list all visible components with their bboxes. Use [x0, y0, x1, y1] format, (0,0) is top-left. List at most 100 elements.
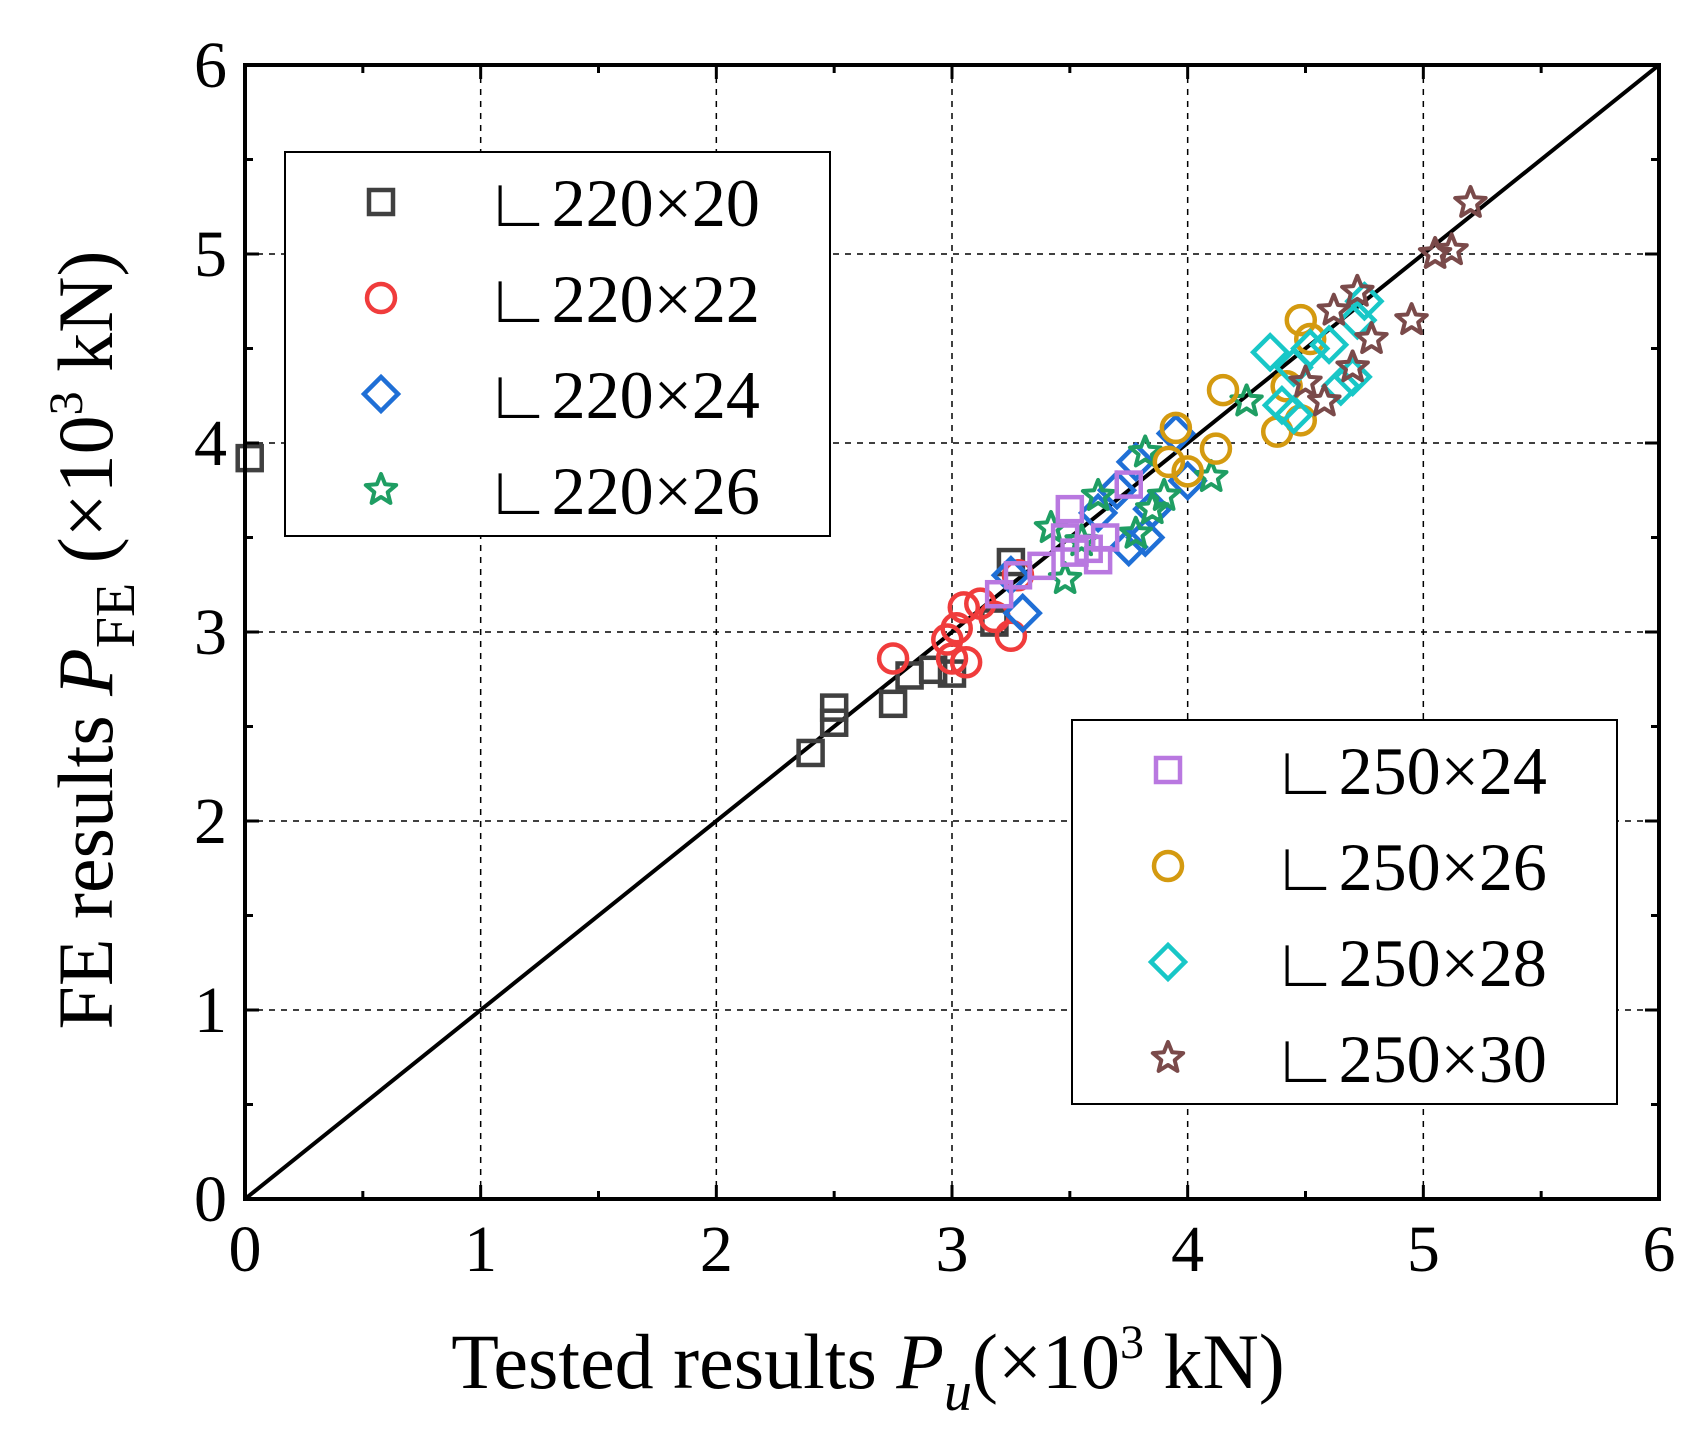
legend-label: ∟220×22 — [485, 261, 760, 337]
data-point-star — [1307, 383, 1342, 417]
data-point-circle — [1152, 445, 1186, 479]
legend-label: ∟250×28 — [1272, 925, 1547, 1001]
y-tick-label: 0 — [194, 1163, 227, 1236]
legend-marker-star — [363, 472, 399, 505]
series-7 — [1249, 281, 1385, 435]
data-point-diamond — [1320, 366, 1362, 407]
data-point-square — [984, 579, 1014, 609]
y-axis-label-var: P — [42, 648, 129, 697]
data-point-star — [1354, 321, 1389, 354]
y-axis-label: FE results PFE (×103 kN) — [40, 251, 147, 1030]
data-point-circle — [1284, 303, 1318, 337]
data-point-diamond — [1273, 394, 1314, 435]
x-tick-label: 3 — [936, 1213, 969, 1286]
data-point-square — [819, 693, 849, 722]
ticks-layer: 0 1 2 3 4 5 6 0 1 2 3 4 5 6 — [194, 29, 1676, 1286]
data-point-circle — [1199, 432, 1233, 465]
data-point-star — [1340, 273, 1375, 307]
data-point-circle — [876, 642, 910, 675]
legend-bottom-right: ∟250×24 ∟250×26 ∟250×28 ∟250×30 — [1071, 719, 1618, 1105]
y-tick-label: 6 — [194, 29, 227, 102]
series-4 — [1033, 383, 1264, 594]
data-point-square — [1055, 494, 1085, 524]
legend-top-left: ∟220×20 ∟220×22 ∟220×24 ∟220×26 — [284, 151, 831, 537]
data-point-star — [1080, 477, 1116, 511]
legend-label: ∟220×26 — [485, 453, 760, 529]
y-tick-label: 2 — [194, 785, 227, 858]
data-point-circle — [940, 611, 973, 645]
data-point-diamond — [1077, 492, 1119, 534]
x-axis-label-exp: 3 — [1120, 1316, 1144, 1369]
data-point-circle — [1171, 455, 1204, 488]
x-tick-label: 5 — [1407, 1213, 1440, 1286]
y-axis-label-exp: 3 — [40, 391, 93, 415]
data-point-star — [1128, 434, 1163, 468]
legend-marker-circle — [1151, 849, 1185, 883]
data-points-layer — [235, 185, 1488, 768]
legend-marker-circle — [364, 281, 398, 315]
data-point-circle — [935, 642, 969, 675]
data-point-star — [1146, 477, 1182, 511]
data-point-star — [1394, 302, 1429, 336]
data-point-diamond — [1096, 470, 1138, 511]
data-point-square — [878, 689, 908, 719]
data-point-diamond — [1290, 328, 1331, 369]
y-axis-label-text: FE results — [42, 696, 129, 1030]
y-tick-label: 5 — [194, 218, 227, 291]
data-point-star — [1316, 292, 1351, 326]
data-point-square — [1114, 470, 1143, 499]
data-point-star — [1118, 515, 1153, 549]
data-point-diamond — [1344, 281, 1385, 322]
data-point-circle — [1270, 370, 1303, 403]
x-tick-label: 1 — [464, 1213, 497, 1286]
data-point-square — [796, 738, 825, 768]
legend-label: ∟220×24 — [485, 357, 760, 433]
x-tick-label: 0 — [229, 1213, 262, 1286]
data-point-star — [1335, 349, 1370, 383]
data-point-star — [1288, 364, 1323, 398]
data-point-circle — [949, 645, 983, 679]
legend-label: ∟250×30 — [1272, 1021, 1547, 1097]
x-axis-label-sub: u — [944, 1361, 972, 1423]
x-axis-label-var: P — [895, 1318, 944, 1405]
y-tick-label: 4 — [194, 407, 227, 480]
legend-label: ∟220×20 — [485, 165, 760, 241]
y-tick-label: 1 — [194, 974, 227, 1047]
data-point-star — [1434, 232, 1469, 266]
data-point-star — [1417, 236, 1453, 269]
data-point-circle — [1293, 322, 1327, 356]
y-axis-label-unit-end: kN) — [42, 251, 129, 392]
x-tick-label: 4 — [1171, 1213, 1204, 1286]
legend-marker-diamond — [1147, 941, 1189, 983]
legend-label: ∟250×24 — [1272, 733, 1547, 809]
legend-marker-star — [1150, 1040, 1186, 1073]
data-point-square — [1090, 523, 1120, 552]
series-8 — [1288, 185, 1488, 417]
x-axis-label-text: Tested results — [451, 1318, 896, 1405]
data-point-square — [819, 708, 849, 737]
data-point-circle — [1206, 373, 1240, 407]
data-point-diamond — [1249, 332, 1291, 373]
data-point-star — [1453, 185, 1488, 218]
data-point-diamond — [1308, 324, 1350, 365]
x-axis-label: Tested results Pu(×103 kN) — [451, 1316, 1285, 1423]
data-point-diamond — [1125, 517, 1166, 558]
data-point-diamond — [1115, 441, 1157, 483]
legend-label: ∟250×26 — [1272, 829, 1547, 905]
legend-marker-square — [1153, 755, 1183, 785]
y-axis-label-unit: (×10 — [42, 415, 129, 582]
data-point-circle — [994, 619, 1028, 653]
x-axis-label-unit: (×10 — [972, 1318, 1120, 1405]
legend-marker-square — [366, 187, 396, 217]
data-point-circle — [1159, 411, 1193, 445]
data-point-square — [235, 443, 264, 473]
data-point-square — [1027, 551, 1056, 581]
x-tick-label: 6 — [1643, 1213, 1676, 1286]
x-tick-label: 2 — [700, 1213, 733, 1286]
legend-marker-diamond — [360, 373, 402, 415]
y-tick-label: 3 — [194, 596, 227, 669]
series-5 — [984, 470, 1143, 609]
data-point-circle — [947, 591, 981, 624]
y-axis-label-sub: FE — [85, 583, 147, 648]
